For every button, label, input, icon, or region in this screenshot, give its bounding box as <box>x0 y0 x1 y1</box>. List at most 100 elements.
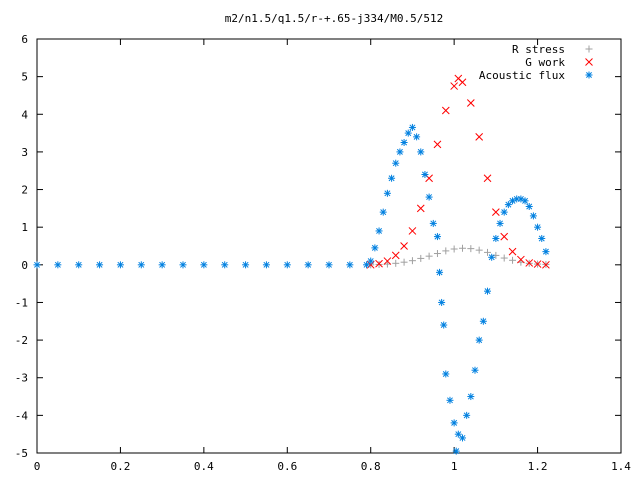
legend-label-g-work: G work <box>525 56 565 69</box>
point-r-stress <box>467 245 475 253</box>
point-acoustic-flux <box>325 261 333 269</box>
point-acoustic-flux <box>158 261 166 269</box>
y-tick-label: 4 <box>21 108 28 121</box>
point-acoustic-flux <box>484 287 492 295</box>
point-r-stress <box>417 254 425 262</box>
x-tick-label: 0.2 <box>110 460 130 473</box>
point-g-work <box>375 259 383 268</box>
point-acoustic-flux <box>450 419 458 427</box>
point-acoustic-flux <box>400 139 408 146</box>
point-g-work <box>483 174 492 183</box>
x-tick-label: 1.2 <box>528 460 548 473</box>
point-acoustic-flux <box>408 123 416 131</box>
point-g-work <box>542 260 550 269</box>
point-acoustic-flux <box>534 223 542 231</box>
point-acoustic-flux <box>388 174 396 182</box>
point-g-work <box>441 106 450 115</box>
point-r-stress <box>442 247 450 255</box>
x-tick-label: 1.4 <box>611 460 631 473</box>
point-g-work <box>408 227 417 235</box>
point-acoustic-flux <box>463 411 471 419</box>
legend-label-acoustic-flux: Acoustic flux <box>479 69 565 82</box>
point-g-work <box>416 204 425 213</box>
point-acoustic-flux <box>475 336 483 344</box>
y-tick-label: 3 <box>21 146 28 159</box>
point-acoustic-flux <box>392 159 400 167</box>
point-acoustic-flux <box>521 197 529 205</box>
point-r-stress <box>400 258 408 266</box>
point-g-work <box>517 255 525 264</box>
point-acoustic-flux <box>479 317 487 325</box>
point-acoustic-flux <box>542 248 550 256</box>
point-acoustic-flux <box>383 189 391 197</box>
point-acoustic-flux <box>404 129 412 137</box>
point-acoustic-flux <box>371 244 379 252</box>
point-g-work <box>533 260 542 268</box>
point-acoustic-flux <box>346 261 354 269</box>
point-acoustic-flux <box>75 261 83 269</box>
point-acoustic-flux <box>467 393 475 401</box>
x-tick-label: 0.4 <box>194 460 214 473</box>
y-tick-label: 1 <box>21 221 28 234</box>
point-acoustic-flux <box>500 208 508 216</box>
point-r-stress <box>450 245 458 253</box>
point-g-work <box>391 251 400 260</box>
y-tick-label: -2 <box>15 334 28 347</box>
point-acoustic-flux <box>96 261 104 269</box>
y-tick-label: 0 <box>21 259 28 272</box>
x-tick-label: 0.8 <box>361 460 381 473</box>
chart-title: m2/n1.5/q1.5/r-+.65-j334/M0.5/512 <box>225 12 444 25</box>
point-acoustic-flux <box>413 133 421 141</box>
point-acoustic-flux <box>33 261 41 269</box>
point-g-work <box>500 232 509 241</box>
point-r-stress <box>484 248 492 256</box>
point-g-work <box>383 257 392 265</box>
legend-label-r-stress: R stress <box>512 43 565 56</box>
point-acoustic-flux <box>417 148 425 156</box>
point-acoustic-flux <box>440 321 448 329</box>
point-acoustic-flux <box>425 193 433 201</box>
point-r-stress <box>509 256 517 264</box>
point-r-stress <box>500 254 508 262</box>
x-tick-label: 1 <box>451 460 458 473</box>
point-acoustic-flux <box>421 170 429 178</box>
y-tick-label: 2 <box>21 184 28 197</box>
y-tick-label: -1 <box>15 296 28 309</box>
point-acoustic-flux <box>262 261 270 269</box>
legend-marker-g-work <box>585 58 593 66</box>
point-r-stress <box>408 257 416 265</box>
point-acoustic-flux <box>379 208 387 216</box>
point-r-stress <box>375 260 383 268</box>
x-tick-label: 0 <box>34 460 41 473</box>
point-acoustic-flux <box>488 253 496 261</box>
point-g-work <box>475 133 484 141</box>
point-acoustic-flux <box>429 219 437 227</box>
point-acoustic-flux <box>54 261 62 269</box>
point-acoustic-flux <box>367 257 375 265</box>
point-acoustic-flux <box>283 261 291 269</box>
series-acoustic-flux <box>33 123 550 455</box>
point-acoustic-flux <box>458 434 466 442</box>
point-g-work <box>492 208 500 216</box>
point-acoustic-flux <box>436 268 444 276</box>
point-g-work <box>433 140 442 149</box>
point-acoustic-flux <box>200 261 208 269</box>
point-acoustic-flux <box>433 233 441 241</box>
point-acoustic-flux <box>496 219 504 227</box>
y-tick-label: -3 <box>15 372 28 385</box>
y-tick-label: 5 <box>21 71 28 84</box>
point-acoustic-flux <box>452 447 460 455</box>
point-acoustic-flux <box>438 298 446 306</box>
point-g-work <box>458 78 467 87</box>
point-r-stress <box>425 252 433 260</box>
point-acoustic-flux <box>242 261 250 269</box>
point-acoustic-flux <box>529 212 537 220</box>
point-g-work <box>508 247 517 256</box>
point-acoustic-flux <box>538 234 546 242</box>
point-r-stress <box>392 259 400 267</box>
plot-frame <box>36 38 622 454</box>
axis-ticks: 0 0.2 0.4 0.6 0.8 1 1.2 1.4 -5 -4 -3 -2 -1 0 1 2 3 4 5 6 <box>15 33 632 473</box>
y-tick-label: -4 <box>15 409 29 422</box>
